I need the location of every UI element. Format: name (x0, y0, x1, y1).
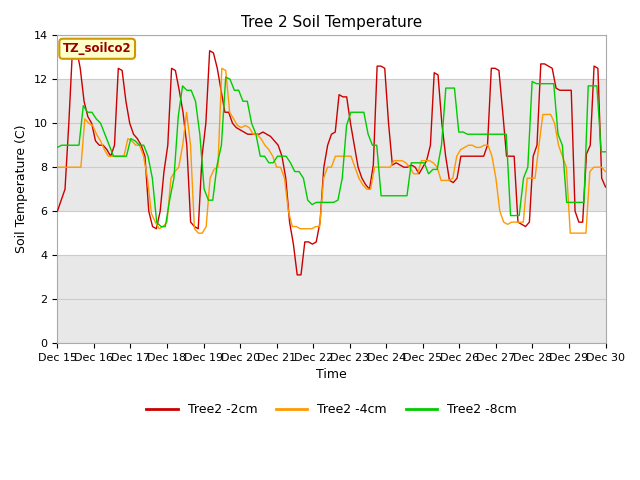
Bar (58, 79, 605, 211)
Y-axis label: Soil Temperature (C): Soil Temperature (C) (15, 125, 28, 253)
X-axis label: Time: Time (316, 368, 347, 381)
Legend: Tree2 -2cm, Tree2 -4cm, Tree2 -8cm: Tree2 -2cm, Tree2 -4cm, Tree2 -8cm (141, 398, 522, 421)
Bar (58, 255, 605, 343)
Text: TZ_soilco2: TZ_soilco2 (63, 42, 131, 55)
Title: Tree 2 Soil Temperature: Tree 2 Soil Temperature (241, 15, 422, 30)
